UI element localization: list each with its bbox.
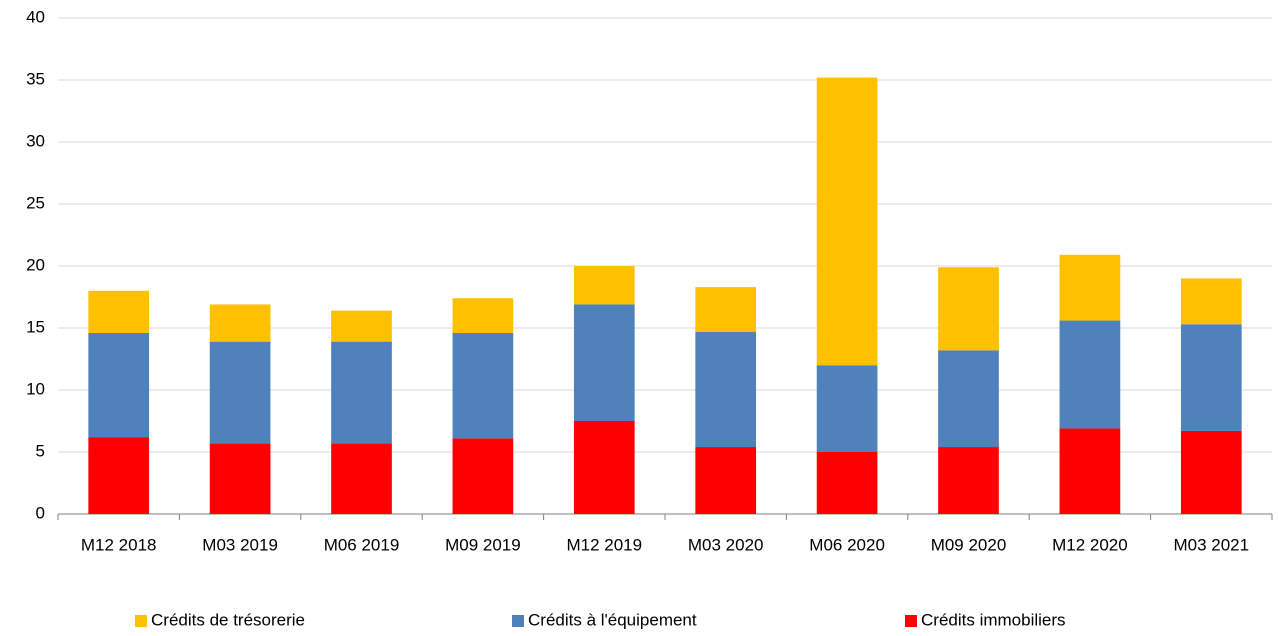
y-tick-label: 25 — [26, 193, 45, 212]
bar-segment — [573, 304, 635, 421]
bar-segment — [1180, 278, 1242, 325]
legend-label: Crédits immobiliers — [921, 610, 1066, 629]
bar-segment — [573, 266, 635, 305]
x-tick-label: M12 2020 — [1052, 535, 1128, 554]
bar-segment — [938, 447, 999, 514]
bar-segment — [209, 304, 271, 342]
legend-label: Crédits de trésorerie — [151, 610, 305, 629]
bar-segment — [452, 332, 514, 439]
bar-segment — [573, 421, 635, 514]
legend-swatch — [905, 615, 917, 627]
bar-segment — [938, 350, 999, 448]
y-tick-label: 5 — [36, 441, 45, 460]
bar-segment — [816, 365, 878, 452]
y-tick-label: 0 — [36, 503, 45, 522]
legend-label: Crédits à l'équipement — [528, 610, 697, 629]
bar-segment — [209, 443, 271, 514]
bar-segment — [88, 290, 150, 333]
bar-segment — [695, 287, 757, 332]
bar-segment — [452, 438, 514, 514]
y-tick-label: 35 — [26, 69, 45, 88]
y-tick-label: 10 — [26, 379, 45, 398]
bar-segment — [1059, 254, 1121, 321]
y-tick-label: 30 — [26, 131, 45, 150]
bar-segment — [1059, 428, 1121, 514]
bar-segment — [938, 267, 999, 351]
legend-swatch — [135, 615, 147, 627]
bar-segment — [88, 437, 150, 514]
bar-segment — [1180, 430, 1242, 514]
x-tick-label: M03 2020 — [688, 535, 764, 554]
bar-segment — [452, 298, 514, 333]
bar-segment — [209, 341, 271, 444]
bar-segment — [816, 77, 878, 366]
bar-segment — [88, 332, 150, 438]
legend-swatch — [512, 615, 524, 627]
bar-segment — [695, 331, 757, 448]
y-tick-label: 40 — [26, 7, 45, 26]
x-tick-label: M03 2019 — [202, 535, 278, 554]
bar-segment — [816, 452, 878, 514]
x-tick-label: M06 2019 — [324, 535, 400, 554]
x-tick-label: M09 2020 — [931, 535, 1007, 554]
bar-segment — [1180, 324, 1242, 431]
x-tick-label: M03 2021 — [1173, 535, 1249, 554]
x-tick-label: M09 2019 — [445, 535, 521, 554]
x-tick-label: M12 2019 — [566, 535, 642, 554]
bar-segment — [1059, 320, 1121, 429]
y-tick-label: 20 — [26, 255, 45, 274]
x-tick-label: M12 2018 — [81, 535, 157, 554]
bar-segment — [331, 443, 392, 514]
bar-segment — [331, 341, 392, 444]
x-tick-label: M06 2020 — [809, 535, 885, 554]
bar-segment — [695, 447, 757, 514]
bar-segment — [331, 310, 392, 342]
y-tick-label: 15 — [26, 317, 45, 336]
